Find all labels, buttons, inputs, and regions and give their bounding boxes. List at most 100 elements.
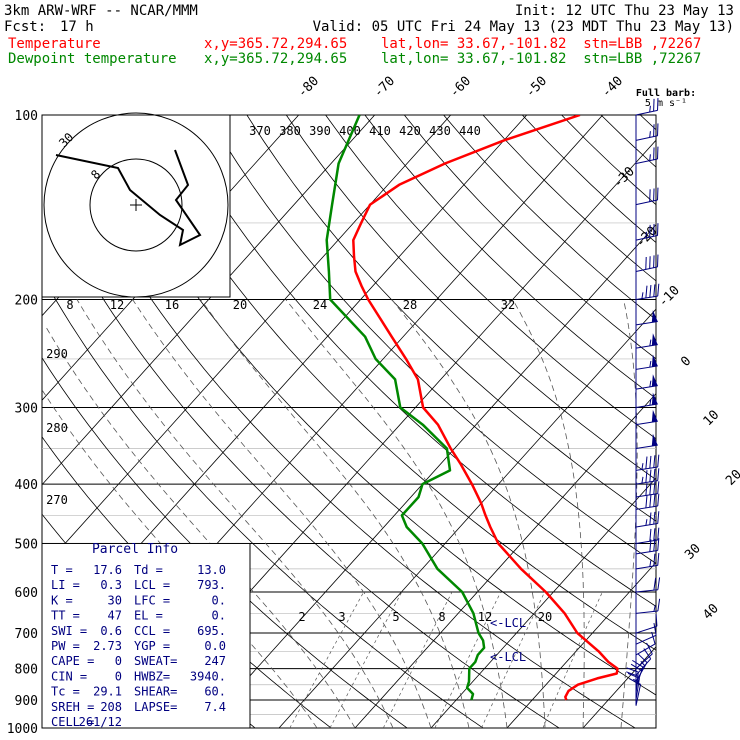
parcel-label: SWEAT= <box>134 654 177 668</box>
barb-full <box>653 224 655 237</box>
theta-side-label: 280 <box>46 421 68 435</box>
parcel-value: 0. <box>212 593 226 607</box>
isotherm-line <box>42 115 451 570</box>
parcel-value: 261/12 <box>79 715 122 729</box>
barb-half <box>649 380 652 387</box>
parcel-label: LAPSE= <box>134 700 177 714</box>
barb-staff <box>635 653 653 669</box>
wind-barb-icon <box>635 187 659 206</box>
barb-full <box>657 187 659 201</box>
mixing-ratio-label: 8 <box>438 610 445 624</box>
wind-barb-icon <box>635 577 661 593</box>
barb-full <box>655 613 658 627</box>
barb-full <box>649 494 652 508</box>
dry-adiabat <box>364 115 656 399</box>
pressure-tick-label: 200 <box>15 294 38 309</box>
barb-full <box>626 667 639 673</box>
barb-full <box>657 468 660 481</box>
barb-full <box>653 255 655 268</box>
wind-barb-icon <box>635 374 658 390</box>
parcel-label: SHEAR= <box>134 685 177 699</box>
isotherm-label: -10 <box>656 283 683 310</box>
barb-pennant <box>651 333 658 346</box>
barb-legend-unit: 5 m s⁻¹ <box>645 98 687 109</box>
lcl-marker-label: <-LCL <box>490 616 526 630</box>
barb-full <box>657 454 660 468</box>
wind-barb-icon <box>635 642 653 669</box>
barb-full <box>649 482 652 495</box>
mixing-ratio-line <box>382 591 453 728</box>
speed-tick-label: 16 <box>165 298 179 312</box>
forecast-label: Fcst: <box>4 19 47 35</box>
barb-full <box>653 455 656 468</box>
wind-barb-icon <box>635 598 661 614</box>
wind-barb-icon <box>635 527 660 544</box>
barb-half <box>649 398 652 406</box>
theta-label: 380 <box>279 124 301 138</box>
dewpoint-legend: Dewpoint temperature <box>8 51 177 67</box>
barb-half <box>641 463 644 470</box>
theta-side-label: 270 <box>46 493 68 507</box>
barb-staff <box>635 634 657 645</box>
parcel-info-title: Parcel Info <box>92 542 178 557</box>
barb-full <box>657 527 660 541</box>
barb-full <box>630 663 642 672</box>
pressure-tick-label: 700 <box>15 627 38 642</box>
pressure-tick-label: 100 <box>15 109 38 124</box>
barb-full <box>649 256 651 269</box>
isotherm-line <box>278 308 656 728</box>
barb-full <box>657 511 660 524</box>
wind-barb-icon <box>635 354 658 370</box>
parcel-value: 17.6 <box>93 563 122 577</box>
barb-staff <box>635 295 658 301</box>
pressure-tick-label: 800 <box>15 663 38 678</box>
mixing-ratio-label: 5 <box>392 610 399 624</box>
parcel-value: 47 <box>108 609 122 623</box>
moist-adiabat <box>44 324 356 728</box>
barb-full <box>653 98 655 112</box>
barb-full <box>649 528 652 542</box>
model-title: 3km ARW-WRF -- NCAR/MMM <box>4 3 198 19</box>
parcel-value: 30 <box>108 593 122 607</box>
barb-pennant <box>651 392 658 405</box>
dry-adiabat <box>285 115 656 481</box>
barb-pennant <box>651 409 658 423</box>
parcel-label: EL = <box>134 609 163 623</box>
barb-pennant <box>651 354 658 367</box>
speed-tick-label: 28 <box>403 298 417 312</box>
wind-barb-icon <box>635 146 659 165</box>
barb-full <box>651 631 656 645</box>
wind-barb-icon <box>635 553 660 570</box>
hodograph-trace <box>55 149 202 247</box>
theta-label: 390 <box>309 124 331 138</box>
wind-barb-icon <box>635 409 658 426</box>
barb-full <box>645 285 648 299</box>
isotherm-line <box>723 115 740 740</box>
parcel-label: LFC = <box>134 593 170 607</box>
parcel-value: 13.0 <box>197 563 226 577</box>
isotherm-line <box>647 115 740 740</box>
isotherm-label: 0 <box>678 354 694 370</box>
barb-pennant <box>651 374 658 387</box>
barb-full <box>649 189 651 202</box>
dry-adiabat <box>42 274 484 728</box>
temperature-location: x,y=365.72,294.65 lat,lon= 33.67,-101.82… <box>204 36 702 52</box>
barb-full <box>653 147 655 160</box>
parcel-value: 0.0 <box>204 639 226 653</box>
parcel-value: 2.73 <box>93 639 122 653</box>
parcel-value: 0. <box>212 609 226 623</box>
mixing-ratio-label: 2 <box>298 610 305 624</box>
parcel-value: 0.3 <box>100 578 122 592</box>
barb-full <box>657 223 659 236</box>
barb-full <box>657 146 659 159</box>
parcel-value: 0 <box>115 669 122 683</box>
parcel-label: CAPE = <box>51 654 94 668</box>
isotherm-line <box>506 561 656 728</box>
dewpoint-profile <box>325 115 486 701</box>
parcel-value: 208 <box>100 700 122 714</box>
barb-staff <box>635 505 658 510</box>
parcel-value: 29.1 <box>93 685 122 699</box>
dry-adiabat <box>403 115 656 360</box>
parcel-label: CELL = <box>51 715 94 729</box>
mixing-ratio-line <box>289 591 365 728</box>
